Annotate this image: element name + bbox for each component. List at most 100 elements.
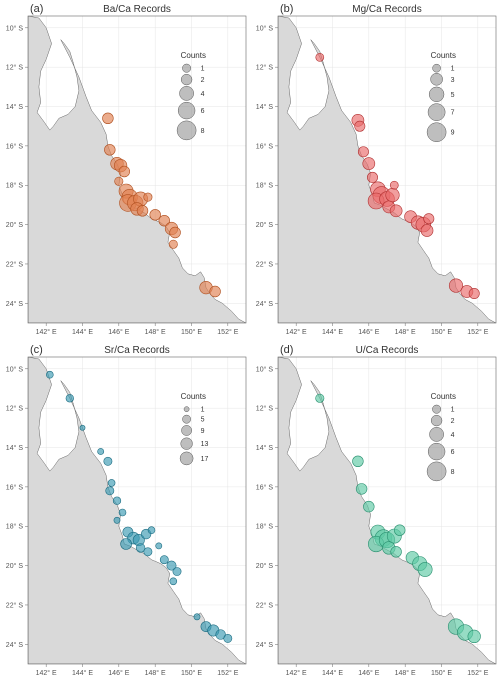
- legend-marker: [182, 425, 192, 435]
- x-tick-label: 144° E: [72, 669, 93, 677]
- data-point: [98, 448, 104, 454]
- legend-marker: [433, 64, 441, 72]
- data-point: [391, 546, 402, 557]
- legend-label: 2: [201, 77, 205, 84]
- x-tick-label: 150° E: [181, 669, 202, 677]
- legend-label: 2: [451, 418, 455, 425]
- legend-label: 13: [201, 441, 209, 448]
- data-point: [418, 562, 432, 576]
- y-tick-label: 22° S: [6, 601, 24, 609]
- legend-marker: [182, 415, 190, 423]
- data-point: [367, 172, 377, 182]
- x-tick-label: 150° E: [181, 328, 202, 336]
- y-tick-label: 16° S: [256, 142, 274, 150]
- panel-container-d: 142° E144° E146° E148° E150° E152° E10° …: [250, 341, 500, 682]
- data-point: [363, 501, 374, 512]
- y-tick-label: 22° S: [256, 601, 274, 609]
- data-point: [137, 205, 148, 216]
- legend-label: 4: [451, 432, 455, 439]
- x-tick-label: 146° E: [108, 669, 129, 677]
- y-tick-label: 16° S: [6, 142, 24, 150]
- x-tick-label: 144° E: [322, 328, 343, 336]
- legend-label: 4: [201, 91, 205, 98]
- x-tick-label: 152° E: [467, 328, 488, 336]
- x-tick-label: 150° E: [431, 328, 452, 336]
- legend-label: 9: [451, 130, 455, 137]
- y-tick-label: 24° S: [6, 300, 24, 308]
- data-point: [66, 394, 74, 402]
- x-tick-label: 152° E: [467, 669, 488, 677]
- data-point: [114, 517, 120, 523]
- data-point: [356, 484, 367, 495]
- data-point: [104, 144, 115, 155]
- y-tick-label: 18° S: [256, 182, 274, 190]
- data-point: [108, 479, 115, 486]
- legend-marker: [430, 427, 444, 441]
- legend-label: 5: [201, 417, 205, 424]
- data-point: [115, 177, 123, 185]
- legend-marker: [431, 415, 442, 426]
- panel-c: 142° E144° E146° E148° E150° E152° E10° …: [0, 341, 250, 682]
- data-point: [390, 181, 398, 189]
- legend-marker: [432, 405, 440, 413]
- y-tick-label: 20° S: [256, 221, 274, 229]
- y-tick-label: 22° S: [256, 260, 274, 268]
- x-tick-label: 148° E: [395, 669, 416, 677]
- data-point: [119, 166, 130, 177]
- panel-title: Ba/Ca Records: [103, 4, 171, 15]
- legend-label: 1: [201, 407, 205, 414]
- x-tick-label: 148° E: [395, 328, 416, 336]
- y-tick-label: 24° S: [256, 641, 274, 649]
- y-tick-label: 18° S: [6, 523, 24, 531]
- x-tick-label: 152° E: [217, 328, 238, 336]
- panel-b: 142° E144° E146° E148° E150° E152° E10° …: [250, 0, 500, 341]
- legend-marker: [427, 123, 446, 142]
- data-point: [160, 556, 168, 564]
- x-tick-label: 142° E: [36, 669, 57, 677]
- panel-title: U/Ca Records: [356, 345, 419, 356]
- data-point: [224, 634, 232, 642]
- y-tick-label: 22° S: [6, 260, 24, 268]
- legend-title: Counts: [181, 51, 206, 60]
- y-tick-label: 14° S: [6, 444, 24, 452]
- x-tick-label: 146° E: [358, 328, 379, 336]
- legend-marker: [428, 443, 445, 460]
- legend-label: 8: [201, 128, 205, 135]
- x-tick-label: 144° E: [322, 669, 343, 677]
- x-tick-label: 142° E: [36, 328, 57, 336]
- legend-title: Counts: [431, 392, 456, 401]
- data-point: [170, 578, 177, 585]
- x-tick-label: 142° E: [286, 669, 307, 677]
- panel-container-a: 142° E144° E146° E148° E150° E152° E10° …: [0, 0, 250, 341]
- legend-label: 1: [451, 407, 455, 414]
- x-tick-label: 150° E: [431, 669, 452, 677]
- y-tick-label: 24° S: [6, 641, 24, 649]
- x-tick-label: 148° E: [145, 328, 166, 336]
- legend-label: 9: [201, 428, 205, 435]
- panel-letter: (d): [280, 344, 293, 356]
- data-point: [358, 147, 368, 157]
- panel-d: 142° E144° E146° E148° E150° E152° E10° …: [250, 341, 500, 682]
- legend-marker: [428, 104, 445, 121]
- data-point: [469, 288, 479, 298]
- x-tick-label: 146° E: [108, 328, 129, 336]
- data-point: [150, 209, 161, 220]
- panel-container-c: 142° E144° E146° E148° E150° E152° E10° …: [0, 341, 250, 682]
- y-tick-label: 10° S: [256, 365, 274, 373]
- data-point: [106, 487, 114, 495]
- legend-marker: [180, 452, 193, 465]
- data-point: [103, 113, 114, 124]
- data-point: [316, 53, 324, 61]
- panel-title: Mg/Ca Records: [352, 4, 421, 15]
- panel-title: Sr/Ca Records: [104, 345, 170, 356]
- data-point: [156, 543, 162, 549]
- legend-marker: [177, 121, 196, 140]
- data-point: [194, 614, 200, 620]
- panel-a: 142° E144° E146° E148° E150° E152° E10° …: [0, 0, 250, 341]
- data-point: [355, 121, 365, 131]
- x-tick-label: 152° E: [217, 669, 238, 677]
- y-tick-label: 10° S: [6, 24, 24, 32]
- legend-label: 6: [201, 108, 205, 115]
- data-point: [173, 567, 181, 575]
- y-tick-label: 12° S: [6, 405, 24, 413]
